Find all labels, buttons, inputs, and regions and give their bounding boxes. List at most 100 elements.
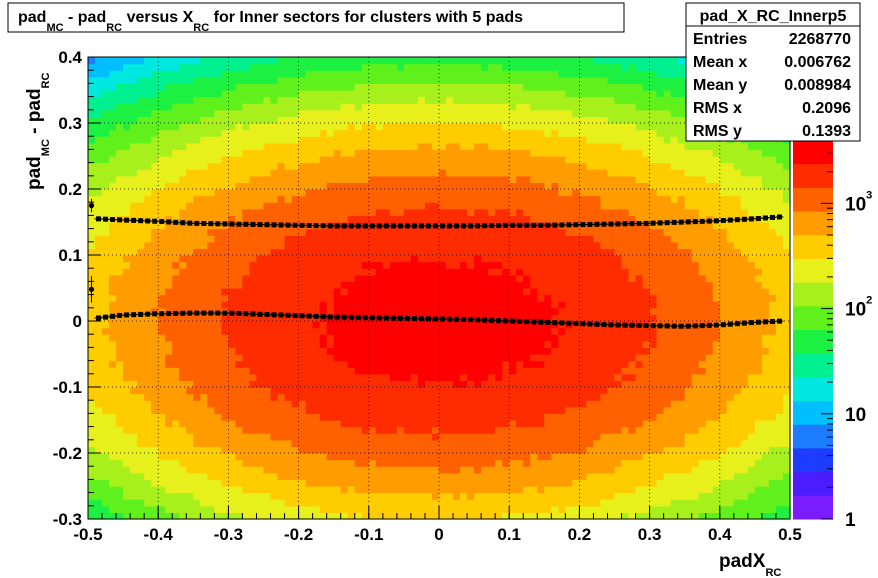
heatmap-cell [151,380,159,388]
heatmap-cell [488,142,496,150]
heatmap-cell [123,162,131,170]
heatmap-cell [242,453,251,461]
heatmap-cell [186,83,194,91]
heatmap-cell [291,274,300,282]
heatmap-cell [242,301,251,309]
heatmap-cell [326,301,335,309]
heatmap-cell [221,492,229,500]
heatmap-cell [228,248,237,256]
heatmap-cell [530,162,538,170]
heatmap-cell [572,109,580,117]
heatmap-cell [516,156,524,164]
heatmap-cell [558,83,566,91]
heatmap-cell [193,426,201,434]
heatmap-cell [340,96,349,104]
heatmap-cell [516,472,524,480]
heatmap-cell [235,268,244,276]
heatmap-cell [165,426,173,434]
heatmap-cell [453,202,461,210]
heatmap-cell [537,235,545,243]
heatmap-cell [249,314,258,322]
heatmap-cell [123,241,131,249]
heatmap-cell [277,281,286,289]
heatmap-cell [424,354,433,362]
heatmap-cell [298,57,307,65]
heatmap-cell [256,96,265,104]
heatmap-cell [116,63,124,71]
heatmap-cell [565,413,573,421]
heatmap-cell [488,274,496,282]
heatmap-cell [312,109,321,117]
heatmap-cell [144,149,152,157]
heatmap-cell [572,360,580,368]
heatmap-cell [530,327,538,335]
heatmap-cell [417,486,426,494]
heatmap-cell [102,241,110,249]
heatmap-cell [439,235,447,243]
heatmap-cell [333,367,342,375]
heatmap-cell [460,235,468,243]
heatmap-cell [200,321,208,329]
heatmap-cell [333,129,342,137]
heatmap-cell [375,426,384,434]
heatmap-cell [375,90,384,98]
heatmap-cell [186,169,194,177]
heatmap-cell [439,400,447,408]
heatmap-cell [565,208,573,216]
heatmap-cell [291,142,300,150]
heatmap-cell [200,202,208,210]
heatmap-cell [396,347,405,355]
heatmap-cell [158,327,166,335]
heatmap-cell [481,123,489,131]
heatmap-cell [165,268,173,276]
heatmap-cell [109,340,117,348]
heatmap-cell [488,76,496,84]
heatmap-cell [474,109,482,117]
heatmap-cell [333,334,342,342]
heatmap-cell [439,433,447,441]
heatmap-cell [368,446,377,454]
heatmap-cell [333,453,342,461]
heatmap-cell [123,387,131,395]
heatmap-cell [102,459,110,467]
heatmap-cell [523,406,531,414]
heatmap-cell [446,57,454,65]
heatmap-cell [158,208,166,216]
heatmap-cell [565,307,573,315]
heatmap-cell [403,426,412,434]
heatmap-cell [340,195,349,203]
heatmap-cell [88,321,96,329]
heatmap-cell [544,281,552,289]
heatmap-cell [403,439,412,447]
heatmap-cell [354,453,363,461]
heatmap-cell [389,479,398,487]
heatmap-cell [151,472,159,480]
heatmap-cell [165,373,173,381]
heatmap-cell [109,360,117,368]
heatmap-cell [291,123,300,131]
heatmap-cell [551,169,559,177]
heatmap-cell [88,169,96,177]
heatmap-cell [214,109,222,117]
heatmap-cell [481,142,489,150]
heatmap-cell [565,347,573,355]
heatmap-cell [137,175,145,183]
heatmap-cell [109,241,117,249]
heatmap-cell [396,241,405,249]
heatmap-cell [193,189,201,197]
heatmap-cell [368,420,377,428]
heatmap-cell [172,136,180,144]
heatmap-cell [439,288,447,296]
heatmap-cell [193,116,201,124]
heatmap-cell [263,189,272,197]
heatmap-cell [502,380,510,388]
heatmap-cell [431,446,440,454]
heatmap-cell [516,446,524,454]
heatmap-cell [102,96,110,104]
heatmap-cell [474,439,482,447]
heatmap-cell [396,103,405,111]
heatmap-cell [151,90,159,98]
heatmap-cell [572,406,580,414]
heatmap-cell [417,387,426,395]
heatmap-cell [340,307,349,315]
